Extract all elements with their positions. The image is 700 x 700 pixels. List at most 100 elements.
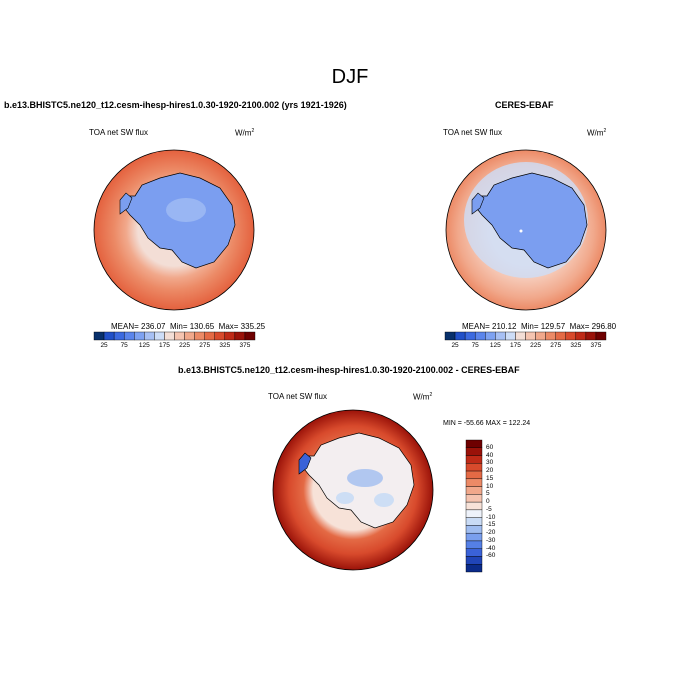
panel-2-units-exponent: 2 (603, 128, 607, 134)
panel-2-colorbar-tick-label: 75 (471, 342, 479, 349)
panel-1-title: b.e13.BHISTC5.ne120_t12.cesm-ihesp-hires… (4, 100, 347, 110)
panel-1-colorbar-box (244, 331, 256, 341)
panel-2-min: Min= 129.57 (520, 322, 566, 331)
panel-2-colorbar-box (464, 331, 476, 341)
panel-3-units-exponent: 2 (429, 392, 433, 398)
panel-2-mean: MEAN= 210.12 (462, 322, 517, 331)
panel-3-colorbar-tick-label: -5 (486, 505, 492, 513)
panel-1-colorbar-box (204, 331, 215, 341)
panel-1-colorbar-tick-label: 325 (219, 342, 231, 349)
panel-3-colorbar-box (465, 532, 483, 542)
panel-3-colorbar-box (465, 517, 483, 526)
panel-1-variable-label: TOA net SW flux (89, 128, 148, 137)
panel-3-colorbar-tick-label: 0 (486, 498, 490, 506)
panel-2-colorbar-box (515, 331, 526, 341)
panel-2-colorbar-tick-label: 325 (570, 342, 582, 349)
panel-1-colorbar-box (154, 331, 165, 341)
panel-2-colorbar (444, 331, 607, 341)
panel-2-stats: MEAN= 210.12 Min= 129.57 Max= 296.80 (462, 322, 616, 331)
panel-2-colorbar-tick-label: 25 (451, 342, 459, 349)
panel-3-colorbar-tick-label: 10 (486, 482, 494, 490)
panel-3-colorbar-box (465, 470, 483, 480)
panel-2-map (445, 149, 607, 311)
panel-1-min: Min= 130.65 (169, 322, 215, 331)
panel-1-plateau (166, 198, 206, 222)
panel-3-colorbar-box (465, 447, 483, 456)
panel-3-colorbar-tick-label: -10 (486, 513, 496, 521)
panel-1-colorbar (93, 331, 256, 341)
panel-2-max: Max= 296.80 (569, 322, 617, 331)
panel-3-colorbar-tick-label: 30 (486, 459, 494, 467)
panel-1-colorbar-tick-label: 225 (179, 342, 190, 349)
panel-3-variable-label: TOA net SW flux (268, 392, 327, 401)
panel-1-colorbar-box (214, 331, 226, 341)
panel-1-peninsula (119, 192, 133, 215)
panel-3-units: W/m2 (413, 392, 432, 402)
panel-2-title: CERES-EBAF (495, 100, 554, 110)
panel-3-colorbar-tick-label: -20 (486, 529, 496, 537)
panel-1-colorbar-box (93, 331, 105, 341)
panel-2-colorbar-box (474, 331, 486, 341)
panel-2-colorbar-box (495, 331, 506, 341)
panel-1-colorbar-box (184, 331, 195, 341)
panel-1-colorbar-box (194, 331, 205, 341)
panel-3-colorbar-box (465, 525, 483, 534)
panel-2-units: W/m2 (587, 128, 606, 138)
panel-3-peninsula (298, 452, 312, 475)
panel-3-colorbar-box (465, 509, 483, 518)
panel-1-units-exponent: 2 (251, 128, 255, 134)
panel-2-colorbar-tick-label: 125 (489, 342, 501, 349)
panel-1-colorbar-tick-label: 275 (199, 342, 211, 349)
panel-1-colorbar-box (103, 331, 115, 341)
panel-2-colorbar-box (525, 331, 536, 341)
panel-2-colorbar-box (555, 331, 566, 341)
panel-2-colorbar-box (565, 331, 577, 341)
panel-2-pole-point (519, 229, 523, 233)
panel-2-units-text: W/m (587, 128, 604, 138)
panel-1-units: W/m2 (235, 128, 254, 138)
panel-3-colorbar-tick-label: 5 (486, 490, 490, 498)
panel-3-colorbar-box (465, 564, 483, 573)
panel-3-negative-region-c (374, 493, 394, 507)
panel-2-colorbar-box (454, 331, 466, 341)
panel-3-colorbar-box (465, 486, 483, 495)
panel-1-max: Max= 335.25 (218, 322, 266, 331)
panel-2-peninsula (471, 192, 485, 215)
panel-3-colorbar-box (465, 548, 483, 557)
panel-1-colorbar-box (174, 331, 185, 341)
panel-1-colorbar-box (224, 331, 236, 341)
panel-1-colorbar-box (134, 331, 145, 341)
panel-3-colorbar-tick-label: 60 (486, 443, 494, 451)
panel-1-colorbar-tick-label: 25 (100, 342, 108, 349)
panel-1-colorbar-box (113, 331, 125, 341)
figure-title: DJF (331, 66, 369, 88)
panel-3-colorbar-box (465, 463, 483, 472)
panel-3-colorbar-box (465, 455, 483, 464)
panel-2-antarctica (473, 172, 588, 269)
panel-3-colorbar (465, 439, 483, 573)
panel-3-colorbar-tick-label: 40 (486, 451, 494, 459)
panel-2-colorbar-tick-label: 375 (590, 342, 602, 349)
panel-3-colorbar-box (465, 439, 483, 448)
panel-3-colorbar-box (465, 494, 483, 503)
panel-2-colorbar-box (444, 331, 456, 341)
panel-3-negative-region-b (336, 492, 354, 504)
panel-1-colorbar-tick-label: 375 (239, 342, 251, 349)
panel-1-colorbar-box (164, 331, 175, 341)
panel-3-colorbar-tick-label: -15 (486, 521, 496, 529)
panel-1-colorbar-box (234, 331, 246, 341)
panel-2-colorbar-box (505, 331, 516, 341)
panel-3-colorbar-box (465, 540, 483, 549)
panel-2-colorbar-box (545, 331, 556, 341)
panel-3-colorbar-box (465, 556, 483, 565)
panel-2-colorbar-box (535, 331, 546, 341)
panel-3-colorbar-tick-label: 20 (486, 467, 494, 475)
panel-2-colorbar-tick-label: 175 (510, 342, 521, 349)
panel-2-colorbar-box (595, 331, 607, 341)
panel-3-colorbar-box (465, 478, 483, 487)
panel-3-units-text: W/m (413, 392, 430, 402)
panel-2-colorbar-box (585, 331, 597, 341)
panel-3-title: b.e13.BHISTC5.ne120_t12.cesm-ihesp-hires… (178, 365, 520, 375)
panel-2-colorbar-tick-label: 275 (550, 342, 562, 349)
panel-1-units-text: W/m (235, 128, 252, 138)
